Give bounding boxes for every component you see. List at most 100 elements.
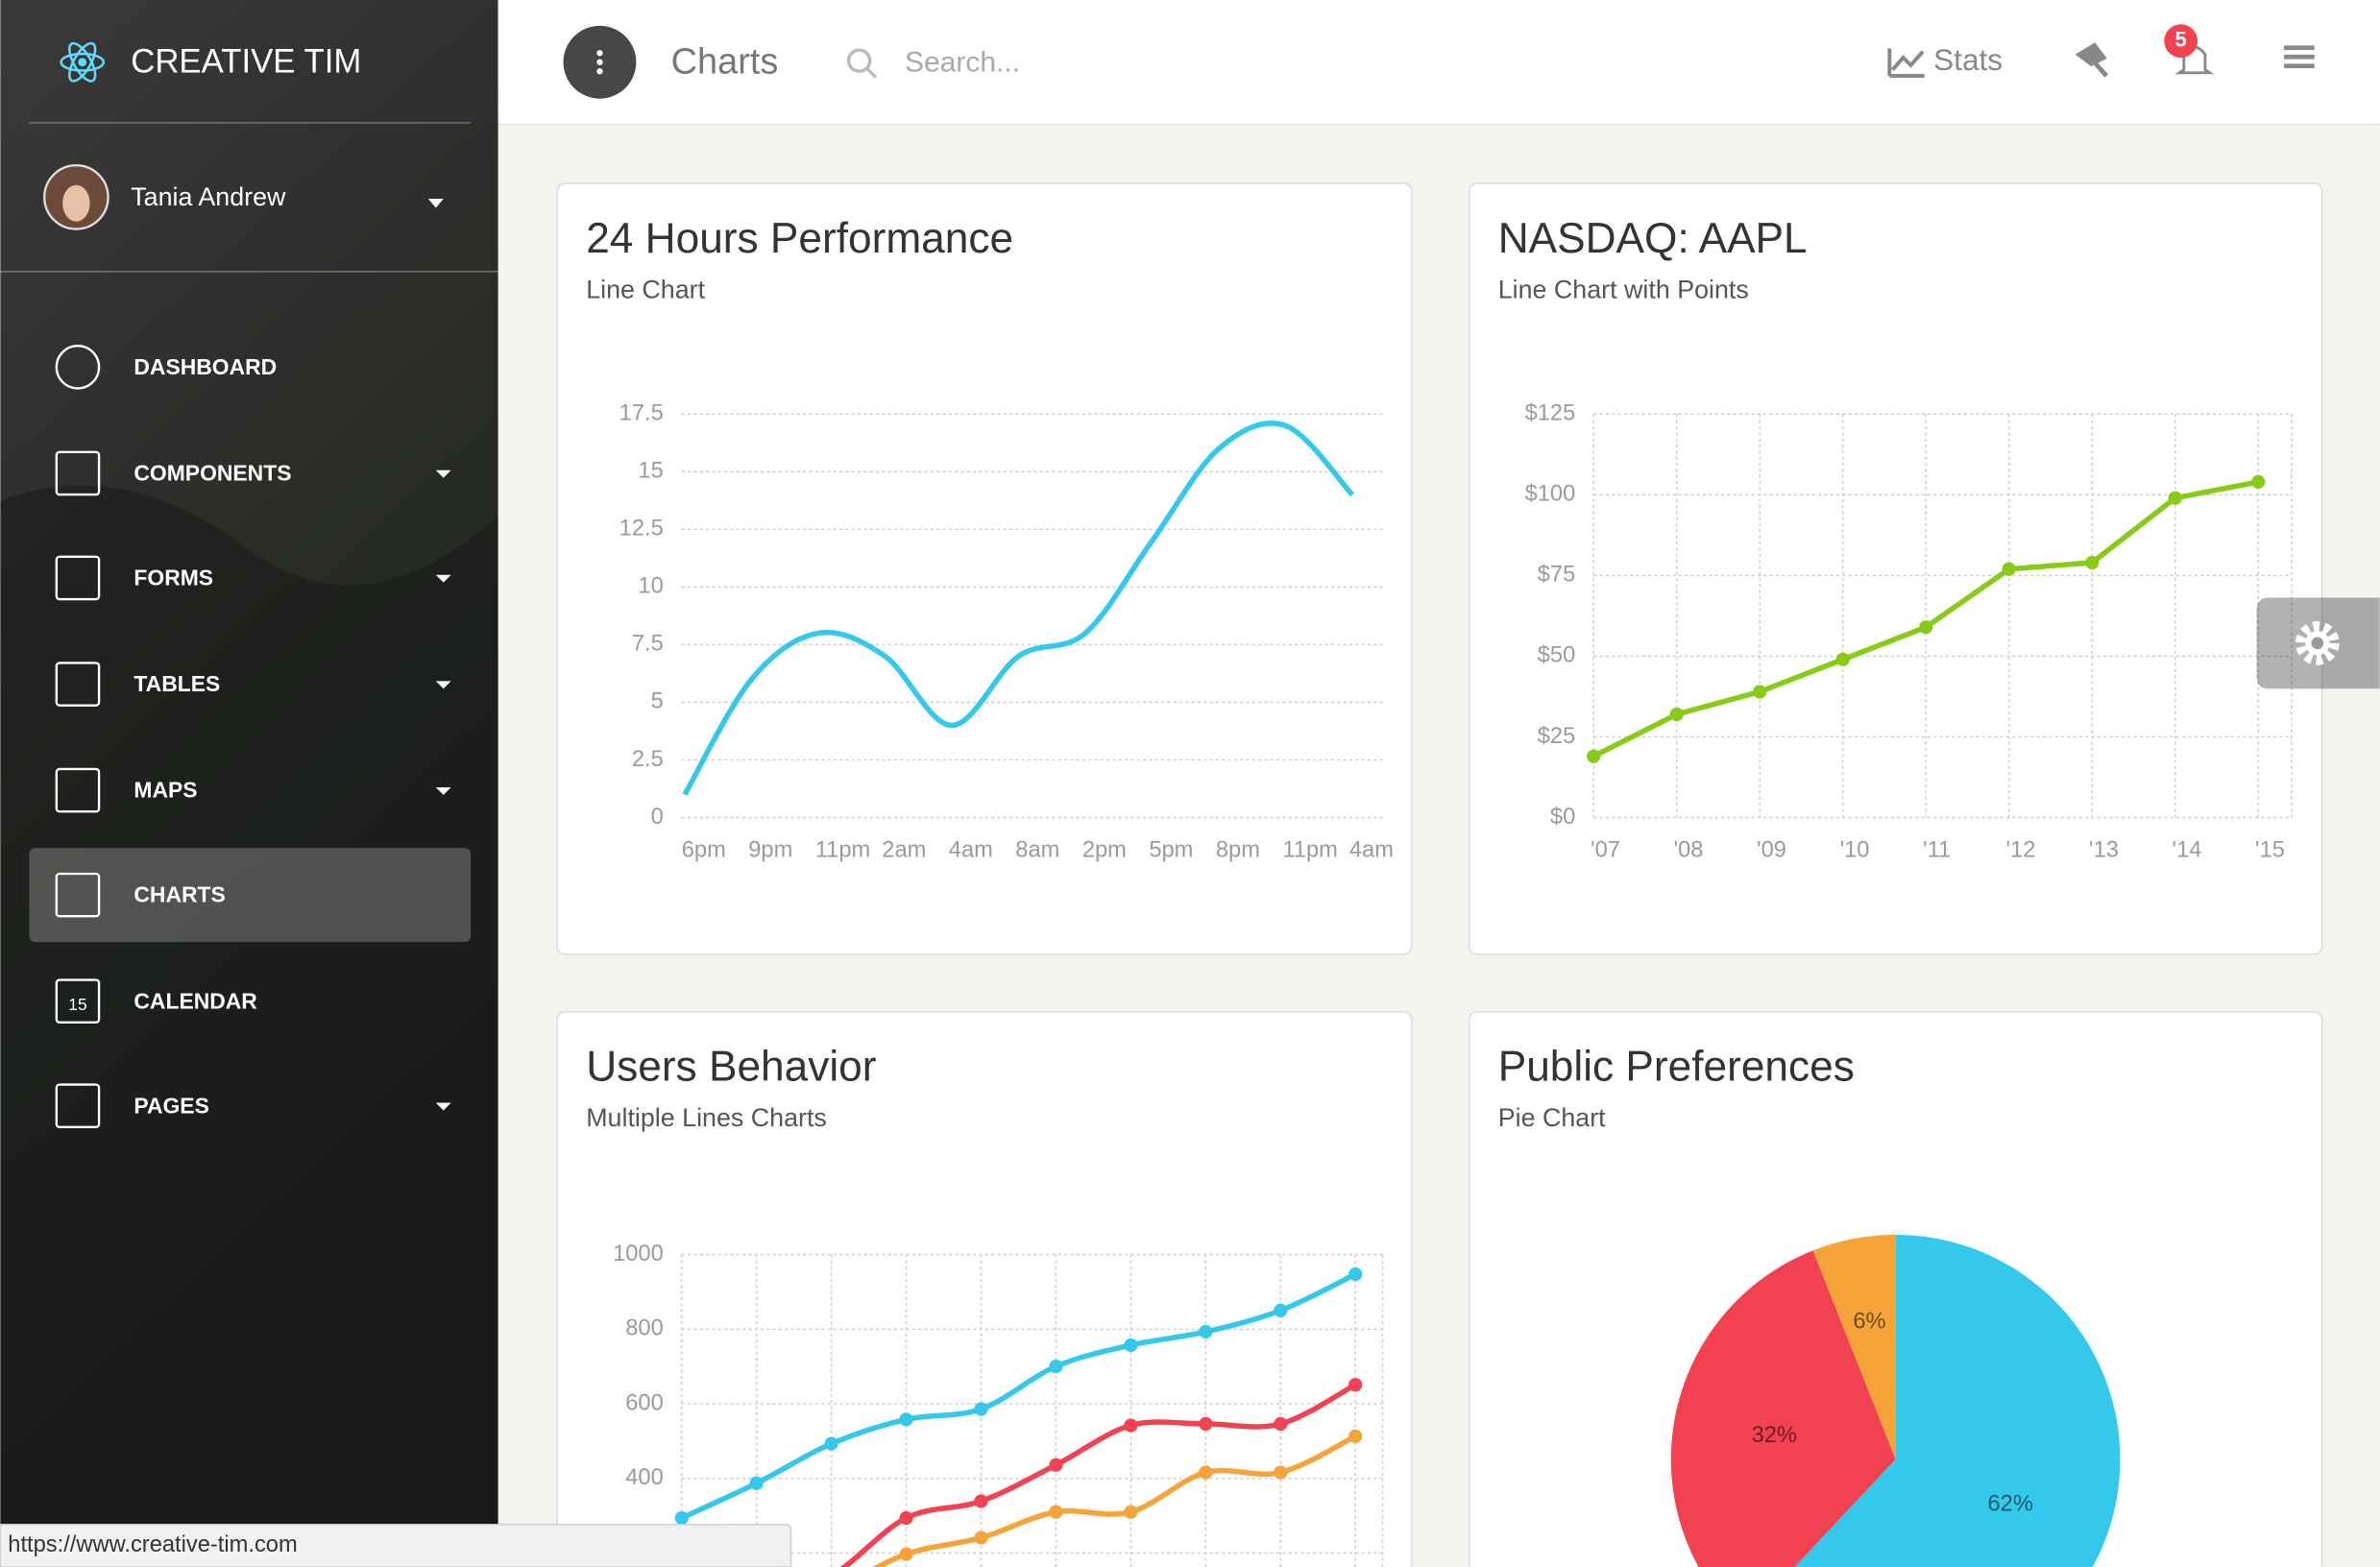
series-point (1199, 1416, 1213, 1432)
user-name[interactable]: Tania Andrew (131, 182, 286, 211)
navbar-bg (498, 0, 2380, 125)
menu-icon (55, 555, 101, 601)
badge (2164, 24, 2198, 59)
slice-label: 62% (1987, 1491, 2032, 1516)
icon-shape (55, 767, 101, 813)
series-line (872, 1434, 1357, 1567)
series-point (899, 1412, 913, 1427)
y-tick-label: 600 (625, 1390, 664, 1415)
card: NASDAQ: AAPL Line Chart with Points $0 $25 $… (1468, 182, 2323, 955)
series-point (1124, 1418, 1138, 1433)
y-tick-label: $75 (1538, 563, 1576, 588)
x-tick-label: '12 (2006, 838, 2036, 863)
x-tick-label: '14 (2173, 838, 2202, 863)
card-title: 24 Hours Performance (586, 215, 1013, 262)
series-point (1124, 1505, 1138, 1519)
series-point (2251, 474, 2266, 490)
brand-logo (60, 41, 106, 83)
menu-item[interactable]: PAGES (55, 1083, 451, 1129)
menu-caret (435, 470, 451, 478)
menu-item[interactable]: CHARTS (29, 848, 472, 943)
menu-icon (55, 767, 101, 813)
series-point (899, 1510, 913, 1526)
icon-shape (55, 872, 101, 918)
menu-label[interactable]: DASHBOARD (134, 354, 277, 379)
series-point (749, 1476, 764, 1490)
sidebar-bg (0, 0, 498, 1567)
menu-icon (55, 345, 101, 390)
menu-item[interactable]: TABLES (55, 662, 451, 707)
series-point (1587, 749, 1601, 763)
menu-label[interactable]: CHARTS (134, 882, 225, 907)
stats-link[interactable]: Stats (1933, 42, 2003, 77)
series-point (1049, 1360, 1063, 1374)
series-line (682, 421, 1355, 796)
menu-caret (435, 1102, 451, 1111)
y-tick-label: $125 (1525, 401, 1576, 426)
menu-item[interactable]: MAPS (55, 767, 451, 813)
y-tick-label: 800 (625, 1316, 664, 1341)
card-subtitle: Line Chart (586, 275, 705, 303)
slice-label: 32% (1752, 1423, 1797, 1448)
y-tick-label: $25 (1538, 724, 1576, 749)
menu-caret (435, 681, 451, 689)
y-tick-label: 10 (638, 574, 663, 599)
x-tick-label: 8pm (1216, 838, 1260, 863)
menu-label[interactable]: FORMS (134, 566, 213, 591)
menu-caret (435, 786, 451, 795)
card-title: Users Behavior (586, 1043, 876, 1090)
menu-label[interactable]: MAPS (134, 778, 197, 803)
card: 24 Hours Performance Line Chart 0 2.5 5 7.5 10… (556, 182, 1413, 955)
x-tick-label: '08 (1674, 838, 1704, 863)
series-point (2168, 491, 2182, 505)
status-bar: https://www.creative-tim.com (0, 1523, 792, 1567)
series-point (1124, 1338, 1138, 1353)
menu-icon (55, 662, 101, 707)
menu-item[interactable]: DASHBOARD (55, 345, 277, 390)
active-highlight (29, 848, 472, 943)
series-point (1274, 1303, 1288, 1317)
series-line (839, 1382, 1357, 1567)
y-tick-label: 400 (625, 1465, 664, 1490)
list-icon[interactable] (2284, 45, 2315, 69)
menu-item[interactable]: 15 CALENDAR (55, 978, 257, 1025)
series-point (974, 1531, 988, 1545)
settings-tab[interactable] (2256, 597, 2380, 689)
series-point (1753, 685, 1767, 699)
user-caret[interactable] (427, 198, 444, 208)
x-tick-label: 5pm (1149, 838, 1193, 863)
menu-label[interactable]: COMPONENTS (134, 461, 291, 486)
menu-label[interactable]: PAGES (134, 1093, 208, 1118)
y-tick-label: 2.5 (632, 747, 664, 772)
content: 24 Hours Performance Line Chart 0 2.5 5 7.5 10… (556, 182, 2323, 1567)
series-point (2085, 555, 2100, 570)
gavel-icon[interactable] (2075, 42, 2108, 78)
x-tick-label: 4am (949, 838, 993, 863)
search-input[interactable]: Search... (905, 46, 1020, 78)
menu-item[interactable]: FORMS (55, 555, 451, 601)
series-point (674, 1510, 689, 1526)
menu-icon: 15 (55, 978, 101, 1025)
dots-icon (596, 50, 603, 75)
y-tick-label: 7.5 (632, 632, 664, 657)
menu-item[interactable]: COMPONENTS (55, 450, 451, 496)
navbar: Charts Search... Stats 5 (498, 0, 2380, 126)
series-point (2002, 562, 2016, 576)
sidebar-scenery (0, 485, 498, 1567)
icon-shape (55, 978, 101, 1025)
card-bg (556, 182, 1413, 955)
y-tick-label: 15 (638, 459, 663, 484)
brand[interactable]: CREATIVE TIM (131, 44, 361, 81)
card-subtitle: Line Chart with Points (1498, 275, 1749, 303)
y-tick-label: 5 (651, 689, 664, 714)
series-point (1049, 1458, 1063, 1472)
series-point (1348, 1267, 1363, 1282)
card-subtitle: Multiple Lines Charts (586, 1103, 827, 1132)
y-tick-label: 17.5 (619, 401, 664, 426)
menu-label[interactable]: TABLES (134, 671, 220, 696)
menu-label[interactable]: CALENDAR (134, 988, 257, 1013)
icon-shape (55, 450, 101, 496)
series-line (680, 1271, 1357, 1521)
x-tick-label: '15 (2255, 838, 2285, 863)
